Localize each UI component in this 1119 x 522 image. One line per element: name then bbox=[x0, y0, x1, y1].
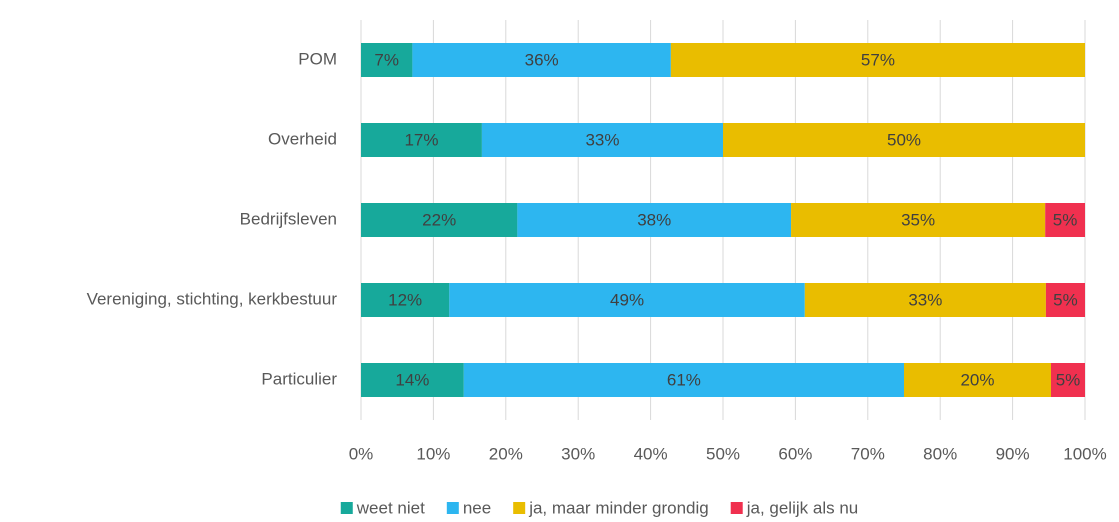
bar-segment bbox=[481, 123, 723, 157]
x-tick-label: 40% bbox=[634, 444, 668, 463]
legend-swatch bbox=[340, 502, 353, 514]
data-label: 50% bbox=[887, 130, 921, 149]
x-tick-label: 70% bbox=[851, 444, 885, 463]
x-tick-label: 20% bbox=[489, 444, 523, 463]
data-label: 20% bbox=[960, 370, 994, 389]
bar-segment bbox=[904, 363, 1051, 397]
legend-swatch bbox=[730, 502, 743, 514]
data-label: 22% bbox=[422, 210, 456, 229]
x-tick-label: 50% bbox=[706, 444, 740, 463]
data-label: 33% bbox=[908, 290, 942, 309]
bar-segment bbox=[361, 283, 450, 317]
data-label: 5% bbox=[1056, 370, 1081, 389]
legend-swatch bbox=[513, 502, 526, 514]
bar-segment bbox=[1045, 203, 1085, 237]
y-tick-label: Vereniging, stichting, kerkbestuur bbox=[87, 289, 338, 308]
bar-segment bbox=[1045, 283, 1085, 317]
bar-segment bbox=[1050, 363, 1085, 397]
data-label: 61% bbox=[667, 370, 701, 389]
data-label: 38% bbox=[637, 210, 671, 229]
data-label: 5% bbox=[1053, 210, 1078, 229]
y-tick-label: Overheid bbox=[268, 129, 337, 148]
bar-segment bbox=[804, 283, 1046, 317]
x-tick-label: 0% bbox=[349, 444, 374, 463]
bar-segment bbox=[361, 363, 464, 397]
data-label: 35% bbox=[901, 210, 935, 229]
bar-segment bbox=[723, 123, 1085, 157]
legend-swatch bbox=[446, 502, 459, 514]
bar-segment bbox=[361, 123, 482, 157]
legend-label: ja, gelijk als nu bbox=[746, 498, 859, 517]
data-label: 12% bbox=[388, 290, 422, 309]
y-tick-label: Bedrijfsleven bbox=[240, 209, 337, 228]
x-tick-label: 80% bbox=[923, 444, 957, 463]
bar-segment bbox=[791, 203, 1046, 237]
data-label: 36% bbox=[525, 50, 559, 69]
data-label: 14% bbox=[395, 370, 429, 389]
x-tick-label: 30% bbox=[561, 444, 595, 463]
x-tick-label: 10% bbox=[416, 444, 450, 463]
data-label: 33% bbox=[585, 130, 619, 149]
data-label: 7% bbox=[374, 50, 399, 69]
legend-label: ja, maar minder grondig bbox=[528, 498, 709, 517]
bar-segment bbox=[412, 43, 671, 77]
data-label: 17% bbox=[404, 130, 438, 149]
bar-segment bbox=[517, 203, 792, 237]
legend-label: nee bbox=[463, 498, 491, 517]
bar-segment bbox=[361, 203, 518, 237]
bar-segment bbox=[670, 43, 1085, 77]
bar-segment bbox=[463, 363, 904, 397]
legend-label: weet niet bbox=[356, 498, 425, 517]
x-tick-label: 100% bbox=[1063, 444, 1106, 463]
bar-segment bbox=[449, 283, 805, 317]
data-label: 49% bbox=[610, 290, 644, 309]
data-label: 5% bbox=[1053, 290, 1078, 309]
y-tick-label: Particulier bbox=[261, 369, 337, 388]
x-tick-label: 60% bbox=[778, 444, 812, 463]
bar-segment bbox=[361, 43, 413, 77]
data-label: 57% bbox=[861, 50, 895, 69]
y-tick-label: POM bbox=[298, 49, 337, 68]
x-tick-label: 90% bbox=[996, 444, 1030, 463]
